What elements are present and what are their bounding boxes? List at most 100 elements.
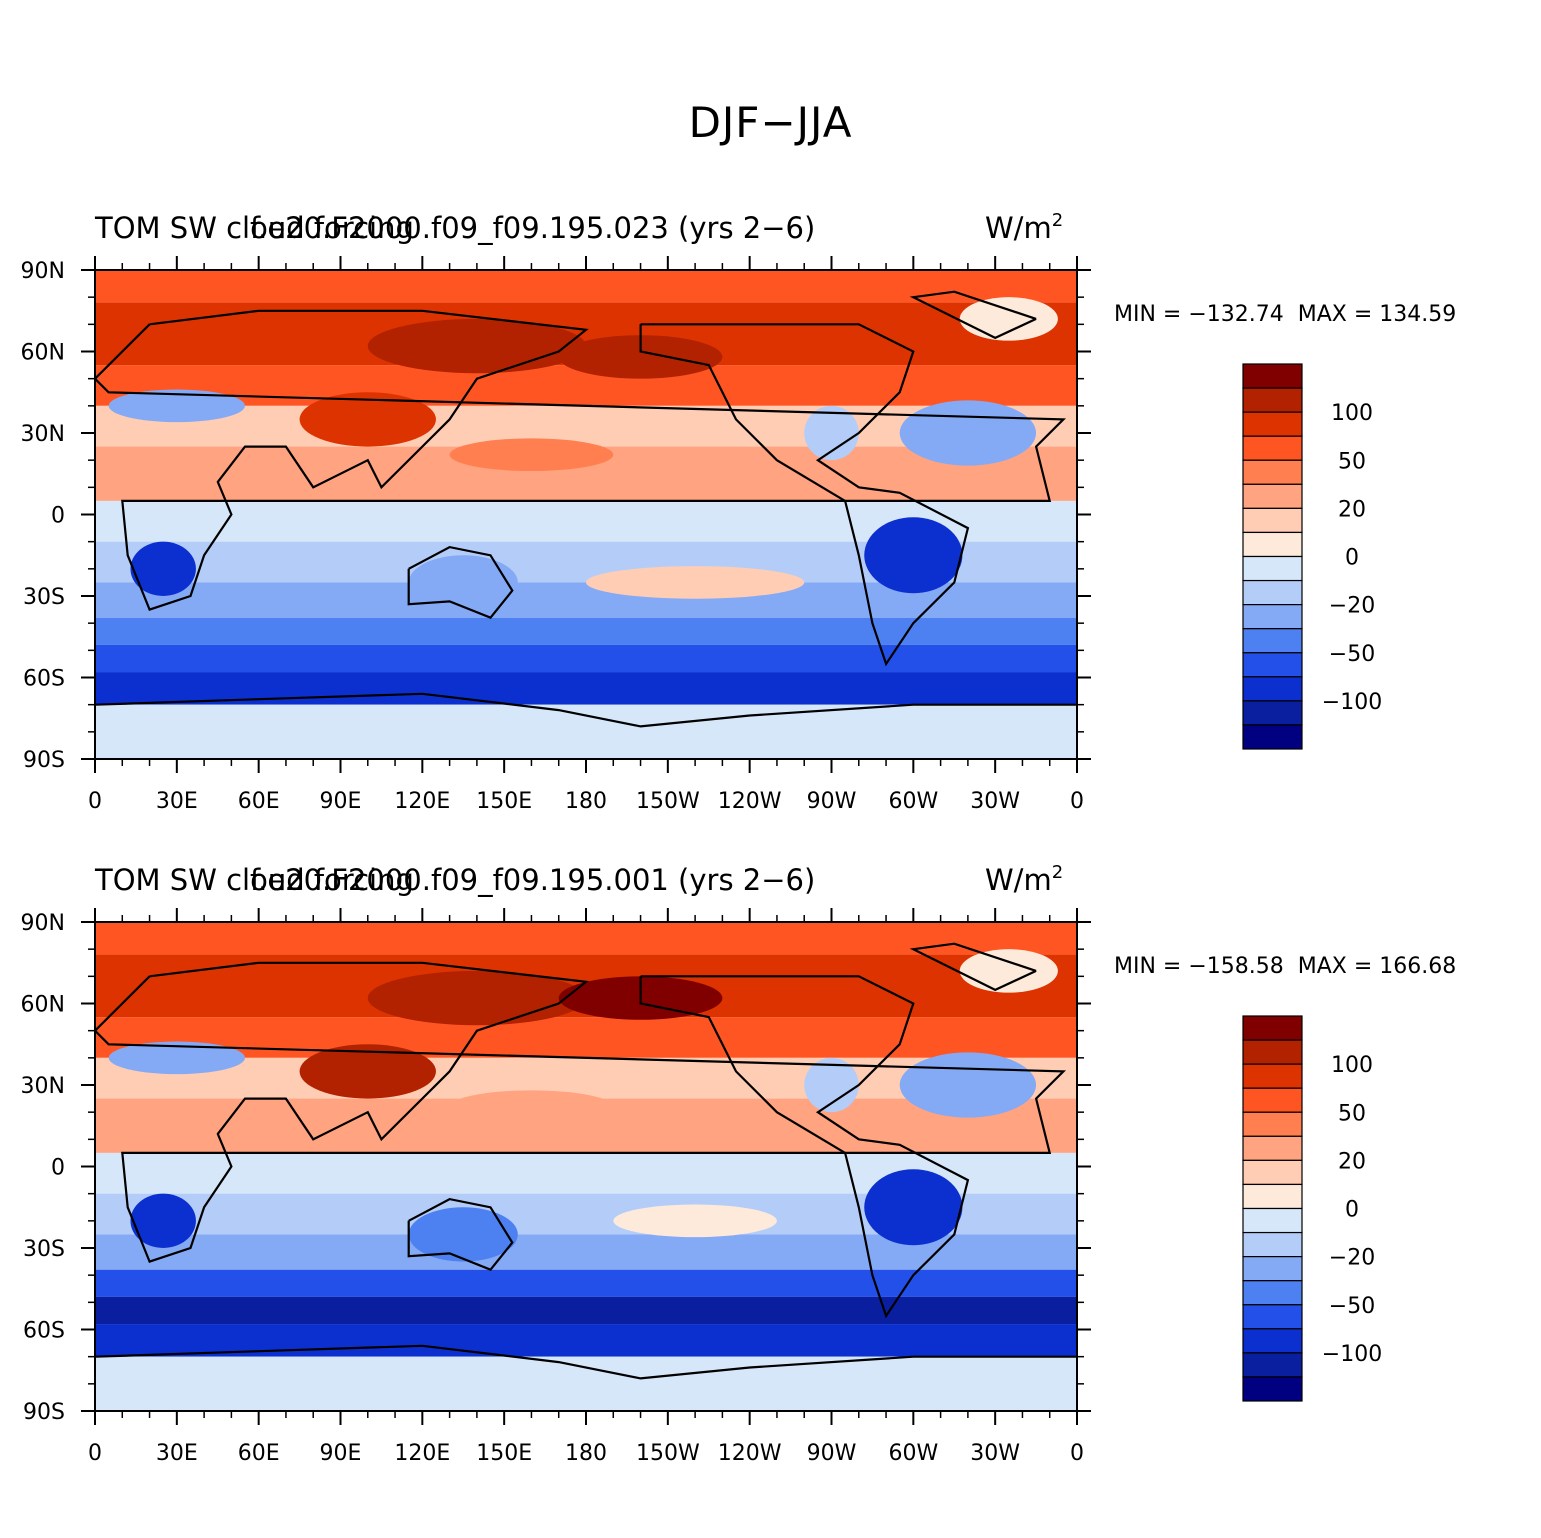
map-2-stats: MIN = −158.58 MAX = 166.68 bbox=[1114, 954, 1456, 979]
map-1-left-title: TOM SW cloud forcing bbox=[94, 211, 414, 245]
colorbar-cell bbox=[1242, 363, 1303, 389]
lon-tick-label: 0 bbox=[1070, 789, 1084, 814]
field-band bbox=[95, 1269, 1077, 1297]
colorbar-cell bbox=[1242, 1063, 1303, 1089]
lat-tick-label: 30S bbox=[23, 585, 65, 610]
lon-tick-label: 180 bbox=[565, 1441, 607, 1466]
map-1-units: W/m2 bbox=[985, 210, 1063, 245]
lon-tick-label: 60W bbox=[888, 1441, 938, 1466]
coastline bbox=[95, 961, 1066, 1263]
coastline bbox=[407, 545, 514, 620]
colorbar-label: −20 bbox=[1329, 594, 1375, 619]
lon-tick-label: 120W bbox=[718, 789, 782, 814]
field-blob bbox=[299, 1044, 436, 1099]
map-2-plot-area: 90N 60N 30N 0 30S 60S 90S 0 30E 60E 90E 120E 150E 180… bbox=[21, 908, 1382, 1466]
field-blob bbox=[959, 949, 1058, 993]
field-band bbox=[95, 1017, 1077, 1058]
colorbar-label: 0 bbox=[1345, 1198, 1359, 1223]
field-blob bbox=[299, 392, 436, 447]
field-blob bbox=[804, 1057, 859, 1113]
colorbar-cell bbox=[1242, 1352, 1303, 1378]
lon-tick-label: 150W bbox=[636, 789, 700, 814]
lon-tick-label: 60W bbox=[888, 789, 938, 814]
lon-tick-label: 30E bbox=[156, 1441, 198, 1466]
field-blob bbox=[959, 297, 1058, 341]
colorbar-cell bbox=[1242, 459, 1303, 485]
lat-tick-label: 90N bbox=[21, 911, 65, 936]
map-1-svg: TOM SW cloud forcing f.e20.F2000.f09_f09… bbox=[21, 210, 1383, 814]
lon-tick-label: 30W bbox=[970, 1441, 1020, 1466]
lat-tick-label: 60S bbox=[23, 667, 65, 692]
field-band bbox=[95, 270, 1077, 303]
lon-tick-label: 150E bbox=[476, 789, 532, 814]
lat-tick-label: 90N bbox=[21, 259, 65, 284]
colorbar-cell bbox=[1242, 604, 1303, 630]
colorbar-label: 20 bbox=[1338, 1149, 1366, 1174]
lat-tick-label: 90S bbox=[23, 1400, 65, 1425]
map-1-max-label: MAX = 134.59 bbox=[1297, 302, 1457, 327]
coastline bbox=[407, 1197, 514, 1272]
map-2-svg: TOM SW cloud forcing f.e20.F2000.f09_f09… bbox=[21, 862, 1383, 1466]
lon-tick-label: 0 bbox=[88, 789, 102, 814]
colorbar-cell bbox=[1242, 531, 1303, 558]
colorbar-cell bbox=[1242, 411, 1303, 437]
colorbar-cell bbox=[1242, 1207, 1303, 1234]
lon-tick-label: 150W bbox=[636, 1441, 700, 1466]
colorbar-cell bbox=[1242, 652, 1303, 678]
colorbar-cell bbox=[1242, 1280, 1303, 1306]
colorbar: 100 50 20 0 −20 −50 −100 bbox=[1242, 1015, 1382, 1402]
lat-tick-label: 30N bbox=[21, 422, 65, 447]
colorbar-label: 100 bbox=[1331, 401, 1373, 426]
colorbar-label: −100 bbox=[1322, 690, 1382, 715]
lon-tick-label: 90W bbox=[807, 789, 857, 814]
coastline bbox=[909, 942, 1037, 992]
colorbar-label: 100 bbox=[1331, 1053, 1373, 1078]
lon-tick-label: 90E bbox=[320, 1441, 362, 1466]
field-band bbox=[95, 644, 1077, 673]
colorbar-cell bbox=[1242, 1231, 1303, 1258]
field-blob bbox=[613, 1204, 777, 1238]
field-blob bbox=[449, 438, 614, 472]
field-blob bbox=[804, 405, 859, 461]
colorbar-cell bbox=[1242, 387, 1303, 413]
map-1-plot-area: 90N 60N 30N 0 30S 60S 90S 0 30E 60E 90E 120E 150E 180… bbox=[21, 256, 1382, 814]
figure-title: DJF−JJA bbox=[688, 98, 853, 147]
colorbar-label: 50 bbox=[1338, 449, 1366, 474]
colorbar-cell bbox=[1242, 1304, 1303, 1330]
map-2-units: W/m2 bbox=[985, 862, 1063, 897]
colorbar-cell bbox=[1242, 1087, 1303, 1113]
coastline bbox=[95, 309, 1066, 611]
coastline bbox=[95, 1344, 1077, 1380]
colorbar-cell bbox=[1242, 628, 1303, 654]
field-band bbox=[95, 922, 1077, 955]
field-blob bbox=[130, 1193, 196, 1248]
lon-tick-label: 120E bbox=[394, 789, 450, 814]
colorbar-cell bbox=[1242, 1328, 1303, 1354]
coastline bbox=[639, 323, 970, 667]
field-blob bbox=[864, 517, 963, 594]
lon-tick-label: 60E bbox=[238, 1441, 280, 1466]
field-blob bbox=[449, 1090, 614, 1124]
map-2-left-title: TOM SW cloud forcing bbox=[94, 863, 414, 897]
colorbar: 100 50 20 0 −20 −50 −100 bbox=[1242, 363, 1382, 750]
lat-tick-label: 90S bbox=[23, 748, 65, 773]
coastline bbox=[639, 975, 970, 1319]
colorbar-label: 0 bbox=[1345, 546, 1359, 571]
colorbar-label: −20 bbox=[1329, 1246, 1375, 1271]
field-blob bbox=[899, 1052, 1037, 1118]
colorbar-label: −50 bbox=[1329, 1294, 1375, 1319]
coastline bbox=[95, 692, 1077, 728]
colorbar-label: −100 bbox=[1322, 1342, 1382, 1367]
colorbar-cell bbox=[1242, 1256, 1303, 1282]
colorbar-cell bbox=[1242, 1159, 1303, 1186]
lon-tick-label: 30W bbox=[970, 789, 1020, 814]
colorbar-cell bbox=[1242, 435, 1303, 461]
map-2-case-title: f.e20.F2000.f09_f09.195.001 (yrs 2−6) bbox=[250, 863, 815, 897]
map-1-case-title: f.e20.F2000.f09_f09.195.023 (yrs 2−6) bbox=[250, 211, 815, 245]
colorbar-cell bbox=[1242, 1015, 1303, 1041]
colorbar-cell bbox=[1242, 724, 1303, 750]
field-blob bbox=[408, 1207, 518, 1262]
lon-tick-label: 0 bbox=[88, 1441, 102, 1466]
field-band bbox=[95, 617, 1077, 645]
colorbar-cell bbox=[1242, 483, 1303, 509]
